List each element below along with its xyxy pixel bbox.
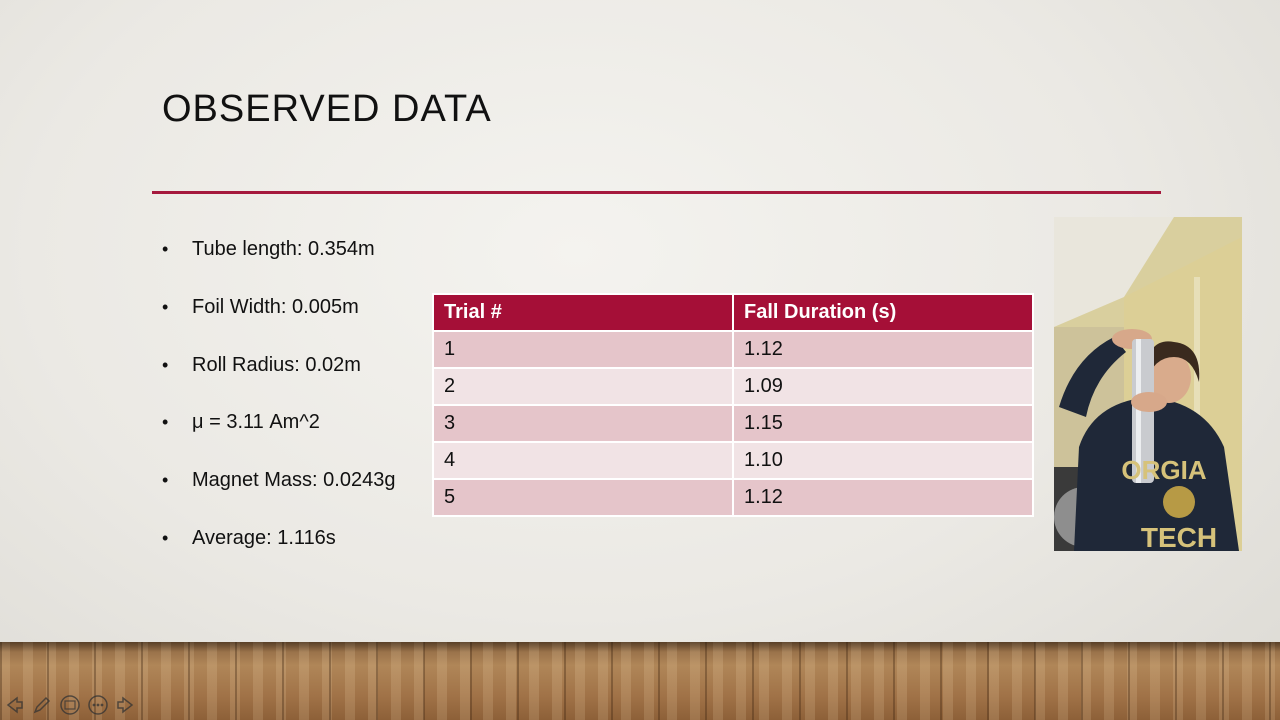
floor-shadow [0, 642, 1280, 652]
bullet-item: • Roll Radius: 0.02m [162, 342, 395, 400]
more-options-icon[interactable] [86, 693, 110, 717]
arrow-right-icon[interactable] [114, 693, 138, 717]
trial-data-table: Trial # Fall Duration (s) 1 1.12 2 1.09 … [432, 293, 1034, 517]
bullet-dot: • [162, 470, 169, 491]
shirt-text-bottom: TECH [1141, 522, 1217, 551]
header-fall-duration: Fall Duration (s) [732, 293, 1034, 332]
table-row: 2 1.09 [432, 367, 1034, 406]
bullet-dot: • [162, 296, 169, 317]
bullet-item: • Magnet Mass: 0.0243g [162, 457, 395, 515]
cell-duration: 1.15 [732, 404, 1034, 443]
cell-trial: 1 [432, 330, 734, 369]
slide: OBSERVED DATA • Tube length: 0.354m • Foil… [152, 88, 1242, 573]
shirt-text-top: ORGIA [1121, 455, 1206, 485]
cell-trial: 4 [432, 441, 734, 480]
photo-illustration: ORGIA TECH [1054, 217, 1242, 551]
slide-view-icon[interactable] [58, 693, 82, 717]
cell-duration: 1.12 [732, 478, 1034, 517]
table-row: 3 1.15 [432, 404, 1034, 443]
arrow-left-icon[interactable] [2, 693, 26, 717]
pen-icon[interactable] [30, 693, 54, 717]
table-header-row: Trial # Fall Duration (s) [432, 293, 1034, 332]
bullet-text: Roll Radius: 0.02m [192, 353, 361, 376]
bullet-text: Average: 1.116s [192, 526, 336, 549]
bullet-dot: • [162, 412, 169, 433]
bullet-item: • Foil Width: 0.005m [162, 284, 395, 342]
header-trial: Trial # [432, 293, 734, 332]
bullet-text: Magnet Mass: 0.0243g [192, 469, 396, 492]
table-row: 4 1.10 [432, 441, 1034, 480]
bullet-dot: • [162, 527, 169, 548]
slide-title: OBSERVED DATA [162, 88, 492, 130]
cell-duration: 1.09 [732, 367, 1034, 406]
cell-trial: 2 [432, 367, 734, 406]
bullet-item: • μ = 3.11 Am^2 [162, 399, 395, 457]
bullet-item: • Tube length: 0.354m [162, 226, 395, 284]
bullet-text: Foil Width: 0.005m [192, 295, 359, 318]
cell-duration: 1.10 [732, 441, 1034, 480]
bullet-text: μ = 3.11 Am^2 [192, 411, 320, 434]
bullet-item: • Average: 1.116s [162, 515, 395, 573]
bullet-text: Tube length: 0.354m [192, 238, 375, 260]
table-row: 5 1.12 [432, 478, 1034, 517]
cell-duration: 1.12 [732, 330, 1034, 369]
table-row: 1 1.12 [432, 330, 1034, 369]
wood-floor-background [0, 642, 1280, 720]
bullet-dot: • [162, 354, 169, 375]
presentation-toolbar [2, 692, 138, 718]
cell-trial: 3 [432, 404, 734, 443]
experiment-photo: ORGIA TECH [1054, 217, 1242, 551]
title-divider [152, 191, 1161, 194]
bullet-list: • Tube length: 0.354m • Foil Width: 0.005m… [162, 226, 395, 573]
bullet-dot: • [162, 239, 169, 259]
cell-trial: 5 [432, 478, 734, 517]
